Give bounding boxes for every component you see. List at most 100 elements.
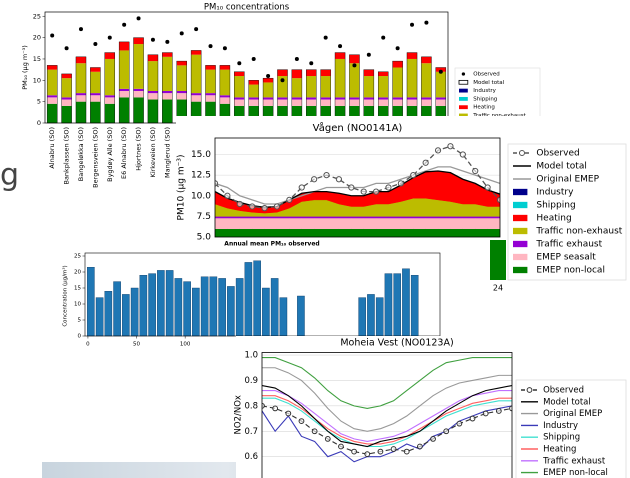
bar-segment <box>62 97 72 99</box>
data-point <box>435 148 440 153</box>
y-tick-label: 10.0 <box>191 191 211 201</box>
data-point <box>485 185 490 190</box>
legend-marker <box>519 150 524 155</box>
observed-point <box>209 44 213 48</box>
legend-swatch <box>513 241 527 247</box>
bar-segment <box>47 97 57 103</box>
bar-segment <box>306 76 316 97</box>
y-axis-label: NO2/NOx <box>234 395 244 434</box>
y-tick-label: 25 <box>33 12 41 20</box>
page: g PM₁₀ concentrationsPM₁₀ (µg m⁻³)051015… <box>0 0 630 478</box>
x-tick-label: Bankplassen (SO) <box>63 127 71 185</box>
bar-segment <box>292 100 302 106</box>
bar <box>359 298 366 336</box>
observed-point <box>93 42 97 46</box>
legend-label: Heating <box>473 105 495 111</box>
bar-segment <box>162 57 172 91</box>
bar-segment <box>378 97 388 99</box>
bar-segment <box>220 97 230 103</box>
observed-point <box>367 53 371 57</box>
bar-segment <box>335 100 345 106</box>
bar-segment <box>62 74 72 78</box>
bar-segment <box>393 61 403 67</box>
observed-point <box>309 61 313 65</box>
y-tick-label: 0.9 <box>244 376 258 386</box>
bar <box>297 296 304 336</box>
bar-segment <box>148 93 158 99</box>
bar-segment <box>349 97 359 99</box>
bar-segment <box>321 97 331 99</box>
legend-swatch <box>459 97 468 101</box>
bar-segment <box>119 97 129 123</box>
data-point <box>470 416 475 421</box>
bar-segment <box>321 100 331 106</box>
bar-segment <box>148 55 158 61</box>
bar-segment <box>364 76 374 97</box>
bar-segment <box>90 95 100 101</box>
legend-label: Heating <box>536 214 571 224</box>
bar-segment <box>62 78 72 97</box>
legend-label: Model total <box>543 397 591 407</box>
bar-segment <box>335 97 345 99</box>
bar-segment <box>205 65 215 69</box>
bar <box>122 294 129 336</box>
bar-segment <box>263 100 273 106</box>
bar-segment <box>234 76 244 97</box>
x-tick-label: Manglerud (SO) <box>163 127 171 178</box>
x-tick-label: Bygdøy Alle (SO) <box>106 127 114 182</box>
bar-segment <box>119 89 129 91</box>
observed-point <box>396 46 400 50</box>
observed-point <box>180 31 184 35</box>
legend-label: Shipping <box>543 433 580 443</box>
bar-segment <box>321 70 331 76</box>
observed-point <box>237 61 241 65</box>
bar-segment <box>393 97 403 99</box>
data-point <box>262 206 267 211</box>
bar-segment <box>105 53 115 59</box>
x-tick-label: E6 Alnabru (SO) <box>120 127 128 179</box>
legend-label: Observed <box>536 149 579 159</box>
legend-label: Original EMEP <box>543 409 602 419</box>
bar-segment <box>335 53 345 59</box>
bar-segment <box>105 95 115 97</box>
bar-segment <box>436 72 446 98</box>
bar-segment <box>105 97 115 103</box>
data-point <box>325 436 330 441</box>
bar <box>166 270 173 336</box>
y-axis-label: PM10 (µg m⁻³) <box>177 155 187 221</box>
vagen-chart: Vågen (NO0141A)PM10 (µg m⁻³)5.07.510.012… <box>176 116 630 280</box>
legend-label: Observed <box>473 72 499 78</box>
bar <box>87 267 94 336</box>
bar-segment <box>321 76 331 97</box>
y-tick-label: 10 <box>33 76 41 84</box>
data-point <box>423 160 428 165</box>
data-point <box>398 181 403 186</box>
bar <box>262 288 269 336</box>
bar-segment <box>177 91 187 93</box>
y-tick-label: 15.0 <box>191 150 211 160</box>
legend-label: Model total <box>536 162 586 172</box>
bar-segment <box>436 100 446 106</box>
y-tick-label: 0.8 <box>244 401 258 411</box>
bar-segment <box>277 70 287 76</box>
bar <box>192 288 199 336</box>
bar-segment <box>148 100 158 123</box>
bar-segment <box>134 38 144 44</box>
bar-segment <box>162 93 172 99</box>
bar <box>376 298 383 336</box>
bar <box>184 282 191 336</box>
y-tick-label: 20 <box>74 270 81 276</box>
bar-segment <box>177 61 187 65</box>
data-point <box>404 449 409 454</box>
bar-segment <box>306 97 316 99</box>
bar-segment <box>277 100 287 106</box>
data-point <box>287 197 292 202</box>
legend-label: Industry <box>536 188 574 198</box>
data-point <box>352 449 357 454</box>
bar-segment <box>407 53 417 59</box>
data-point <box>417 444 422 449</box>
observed-point <box>108 36 112 40</box>
y-tick-label: 0.7 <box>244 427 258 437</box>
data-point <box>339 444 344 449</box>
bar-segment <box>364 100 374 106</box>
